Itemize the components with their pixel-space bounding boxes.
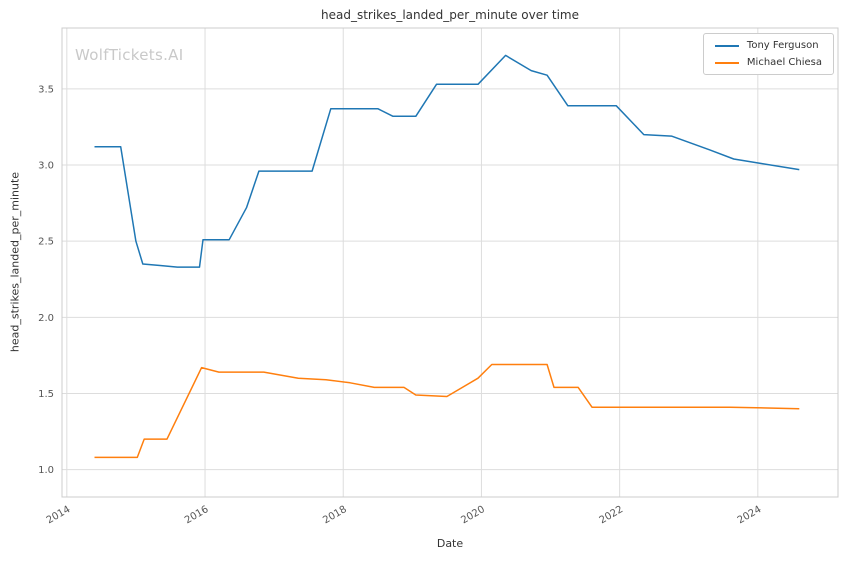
y-tick-label: 3.0 xyxy=(38,161,54,172)
legend-line-swatch xyxy=(714,44,739,47)
x-tick-label: 2024 xyxy=(736,504,764,526)
x-tick-label: 2020 xyxy=(459,504,487,526)
legend-item: Michael Chiesa xyxy=(714,57,822,68)
chart-title: head_strikes_landed_per_minute over time xyxy=(320,8,579,22)
x-tick-label: 2016 xyxy=(183,504,211,526)
series-line-tony-ferguson xyxy=(94,54,800,268)
plot-frame xyxy=(61,27,839,498)
y-tick-label: 2.0 xyxy=(38,313,54,324)
x-tick-label: 2018 xyxy=(321,504,349,526)
x-tick-label: 2022 xyxy=(598,504,626,526)
y-tick-label: 1.5 xyxy=(38,389,54,400)
y-tick-label: 2.5 xyxy=(38,237,54,248)
legend-label: Tony Ferguson xyxy=(746,40,819,51)
watermark: WolfTickets.AI xyxy=(75,46,184,64)
legend-line-swatch xyxy=(714,61,739,64)
legend: Tony Ferguson Michael Chiesa xyxy=(702,33,834,75)
series-line-michael-chiesa xyxy=(94,363,800,459)
legend-label: Michael Chiesa xyxy=(746,57,822,68)
y-axis-label: head_strikes_landed_per_minute xyxy=(8,171,22,353)
x-axis-label: Date xyxy=(436,537,464,550)
y-tick-label: 1.0 xyxy=(38,465,54,476)
y-tick-label: 3.5 xyxy=(38,84,54,95)
legend-item: Tony Ferguson xyxy=(714,40,822,51)
x-tick-label: 2014 xyxy=(45,504,73,526)
